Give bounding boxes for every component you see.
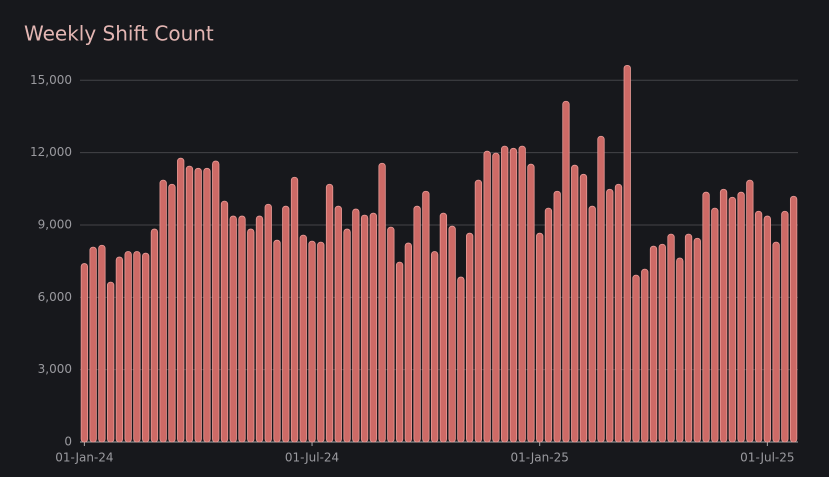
bar: [282, 205, 290, 443]
bar: [98, 244, 106, 443]
bar: [474, 179, 483, 443]
bar: [492, 152, 500, 443]
bar: [133, 251, 141, 443]
bar: [614, 183, 623, 443]
bar: [150, 228, 159, 443]
bar: [422, 190, 430, 443]
bar: [588, 205, 596, 443]
bar: [212, 160, 220, 443]
bar: [737, 191, 745, 443]
x-tick-label: 01-Jul-24: [285, 451, 339, 465]
bar: [763, 215, 771, 443]
bar: [632, 274, 640, 443]
bar: [439, 212, 448, 443]
bar: [360, 214, 369, 443]
bar: [387, 226, 395, 443]
bar: [343, 228, 351, 443]
x-tick-label: 01-Jul-25: [740, 451, 794, 465]
bar: [746, 179, 754, 443]
bar: [711, 207, 719, 443]
bar: [597, 135, 605, 443]
bar: [229, 215, 237, 443]
bar: [107, 281, 115, 443]
bar: [518, 145, 526, 443]
bar: [527, 163, 535, 443]
bar: [728, 196, 736, 443]
bar: [185, 165, 194, 443]
bar: [658, 243, 666, 443]
bar: [317, 241, 325, 443]
bar: [378, 162, 386, 443]
bar: [177, 157, 185, 443]
bar: [290, 176, 299, 443]
x-tick-label: 01-Jan-24: [55, 451, 113, 465]
bar: [702, 191, 710, 443]
bar: [553, 190, 561, 443]
bar: [299, 234, 307, 443]
y-tick-label: 9,000: [38, 217, 72, 231]
bar: [457, 276, 465, 443]
bar: [562, 100, 570, 443]
bar: [159, 179, 167, 443]
bar: [544, 207, 553, 443]
bar: [448, 225, 456, 443]
bar: [413, 205, 421, 443]
x-tick-label: 01-Jan-25: [511, 451, 569, 465]
bar: [649, 245, 658, 443]
bar: [693, 237, 701, 443]
bar: [404, 242, 412, 443]
bar: [719, 188, 728, 443]
bar: [352, 208, 360, 443]
bar: [466, 232, 474, 443]
y-tick-label: 3,000: [38, 362, 72, 376]
bar: [483, 150, 491, 443]
bar: [571, 164, 579, 443]
bar: [501, 145, 509, 443]
bar: [536, 232, 544, 443]
bar: [255, 215, 264, 443]
bar: [667, 233, 675, 443]
bar: [334, 205, 342, 443]
bar: [325, 183, 334, 443]
chart-title: Weekly Shift Count: [24, 22, 214, 46]
bar: [264, 203, 272, 443]
bar: [220, 200, 229, 443]
y-tick-label: 6,000: [38, 290, 72, 304]
bar: [369, 212, 377, 443]
bar: [430, 251, 439, 443]
bar: [676, 257, 684, 443]
bar: [273, 239, 281, 443]
bar: [308, 240, 316, 443]
bar: [684, 233, 693, 443]
bar: [115, 256, 124, 443]
bar: [754, 210, 763, 443]
bar: [606, 188, 614, 443]
bar: [789, 195, 798, 443]
y-tick-label: 0: [64, 435, 72, 449]
bar: [641, 268, 649, 443]
bar: [168, 183, 176, 443]
bar: [89, 246, 97, 443]
bar: [194, 167, 202, 443]
bar: [247, 228, 255, 443]
bar: [238, 215, 246, 443]
bar: [395, 261, 404, 443]
bar: [781, 210, 789, 443]
bar: [579, 173, 588, 443]
bar: [509, 147, 518, 443]
bar: [124, 251, 132, 443]
bar: [623, 64, 631, 443]
y-tick-label: 15,000: [30, 73, 72, 87]
y-tick-label: 12,000: [30, 145, 72, 159]
bar: [80, 263, 89, 443]
bar: [772, 241, 780, 443]
bar: [203, 167, 211, 443]
bar: [142, 252, 150, 443]
